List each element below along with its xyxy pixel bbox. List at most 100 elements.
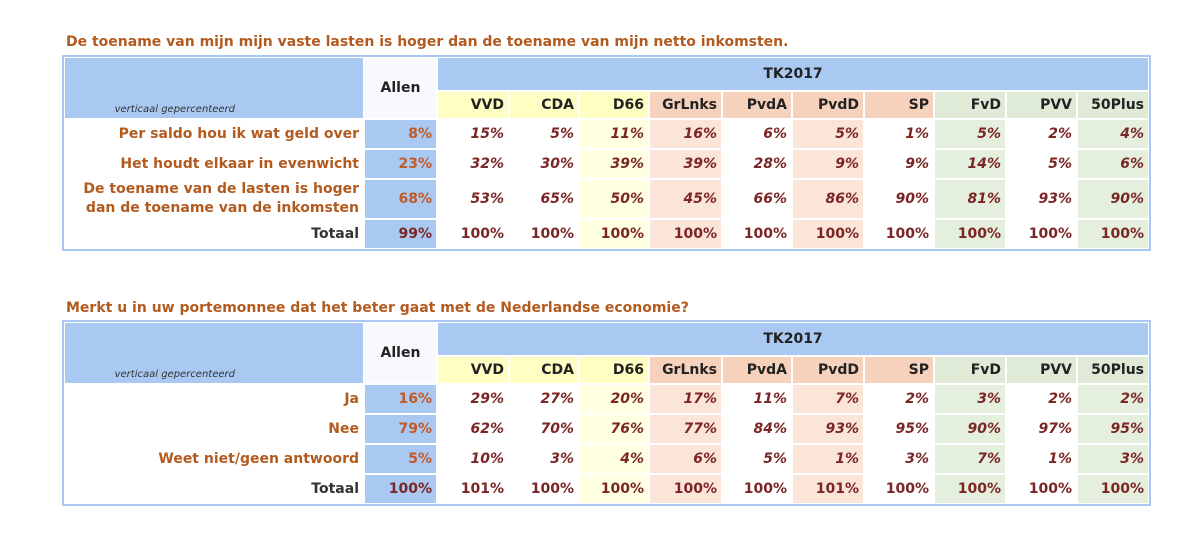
party-header: PVV <box>1006 356 1077 384</box>
data-row: Nee 79% 62% 70% 76% 77% 84% 93% 95% 90% 97% 95% <box>64 414 1149 444</box>
cell-value: 45% <box>649 179 722 219</box>
cell-value: 76% <box>579 414 649 444</box>
total-value: 101% <box>792 474 864 504</box>
cell-value: 93% <box>1006 179 1077 219</box>
data-table: verticaal gepercenteerd Allen TK2017 VVD CDA… <box>62 55 1151 251</box>
allen-value: 16% <box>364 384 437 414</box>
total-value: 100% <box>1077 474 1149 504</box>
cell-value: 70% <box>509 414 579 444</box>
cell-value: 62% <box>437 414 509 444</box>
allen-value: 68% <box>364 179 437 219</box>
cell-value: 2% <box>1006 384 1077 414</box>
cell-value: 6% <box>1077 149 1149 179</box>
cell-value: 32% <box>437 149 509 179</box>
cell-value: 90% <box>864 179 934 219</box>
cell-value: 84% <box>722 414 792 444</box>
cell-value: 66% <box>722 179 792 219</box>
cell-value: 65% <box>509 179 579 219</box>
party-header: SP <box>864 91 934 119</box>
party-header: D66 <box>579 91 649 119</box>
cell-value: 95% <box>864 414 934 444</box>
cell-value: 9% <box>792 149 864 179</box>
cell-value: 5% <box>1006 149 1077 179</box>
party-header: GrLnks <box>649 356 722 384</box>
total-value: 100% <box>579 474 649 504</box>
total-value: 100% <box>1006 219 1077 249</box>
row-label: Ja <box>64 384 364 414</box>
total-label: Totaal <box>64 474 364 504</box>
total-allen: 99% <box>364 219 437 249</box>
party-header: PvdA <box>722 356 792 384</box>
cell-value: 1% <box>864 119 934 149</box>
total-value: 100% <box>722 474 792 504</box>
cell-value: 11% <box>722 384 792 414</box>
party-header: 50Plus <box>1077 91 1149 119</box>
cell-value: 20% <box>579 384 649 414</box>
total-allen: 100% <box>364 474 437 504</box>
allen-value: 8% <box>364 119 437 149</box>
cell-value: 16% <box>649 119 722 149</box>
cell-value: 14% <box>934 149 1006 179</box>
cell-value: 30% <box>509 149 579 179</box>
cell-value: 27% <box>509 384 579 414</box>
row-label: Het houdt elkaar in evenwicht <box>64 149 364 179</box>
header-row: verticaal gepercenteerd Allen TK2017 <box>64 57 1149 119</box>
party-header: PvdD <box>792 91 864 119</box>
cell-value: 2% <box>864 384 934 414</box>
cell-value: 6% <box>722 119 792 149</box>
total-row: Totaal 99% 100% 100% 100% 100% 100% 100% 100% 100… <box>64 219 1149 249</box>
cell-value: 17% <box>649 384 722 414</box>
allen-value: 23% <box>364 149 437 179</box>
cell-value: 86% <box>792 179 864 219</box>
total-value: 100% <box>579 219 649 249</box>
cell-value: 90% <box>1077 179 1149 219</box>
data-table: verticaal gepercenteerd Allen TK2017 VVD CDA… <box>62 320 1151 506</box>
cell-value: 50% <box>579 179 649 219</box>
cell-value: 4% <box>1077 119 1149 149</box>
allen-header: Allen <box>364 57 437 119</box>
party-row: VVD CDA D66 GrLnks PvdA PvdD SP FvD PVV 50Plus <box>64 356 1149 384</box>
cell-value: 95% <box>1077 414 1149 444</box>
cell-value: 6% <box>649 444 722 474</box>
cell-value: 7% <box>792 384 864 414</box>
cell-value: 53% <box>437 179 509 219</box>
party-header: PvdD <box>792 356 864 384</box>
cell-value: 11% <box>579 119 649 149</box>
total-row: Totaal 100% 101% 100% 100% 100% 100% 101% 100% 10… <box>64 474 1149 504</box>
data-row: Het houdt elkaar in evenwicht 23% 32% 30% 39… <box>64 149 1149 179</box>
group-header: TK2017 <box>437 322 1149 356</box>
cell-value: 5% <box>722 444 792 474</box>
note: verticaal gepercenteerd <box>64 322 364 384</box>
data-row: Ja 16% 29% 27% 20% 17% 11% 7% 2% 3% 2% 2% <box>64 384 1149 414</box>
header-row: verticaal gepercenteerd Allen TK2017 <box>64 322 1149 384</box>
cell-value: 77% <box>649 414 722 444</box>
data-row: Per saldo hou ik wat geld over 8% 15% 5% 11%… <box>64 119 1149 149</box>
row-label: Nee <box>64 414 364 444</box>
allen-header: Allen <box>364 322 437 384</box>
total-value: 100% <box>792 219 864 249</box>
cell-value: 4% <box>579 444 649 474</box>
party-header: VVD <box>437 91 509 119</box>
total-value: 100% <box>722 219 792 249</box>
total-value: 100% <box>649 219 722 249</box>
total-value: 100% <box>864 219 934 249</box>
cell-value: 28% <box>722 149 792 179</box>
cell-value: 7% <box>934 444 1006 474</box>
total-value: 100% <box>649 474 722 504</box>
cell-value: 29% <box>437 384 509 414</box>
party-header: VVD <box>437 356 509 384</box>
cell-value: 3% <box>509 444 579 474</box>
total-value: 100% <box>437 219 509 249</box>
cell-value: 97% <box>1006 414 1077 444</box>
table-title: Merkt u in uw portemonnee dat het beter … <box>66 300 689 316</box>
cell-value: 5% <box>509 119 579 149</box>
cell-value: 2% <box>1077 384 1149 414</box>
note: verticaal gepercenteerd <box>64 57 364 119</box>
cell-value: 5% <box>792 119 864 149</box>
party-header: 50Plus <box>1077 356 1149 384</box>
party-header: GrLnks <box>649 91 722 119</box>
data-row: De toename van de lasten is hoger dan de… <box>64 179 1149 219</box>
cell-value: 39% <box>649 149 722 179</box>
cell-value: 1% <box>792 444 864 474</box>
